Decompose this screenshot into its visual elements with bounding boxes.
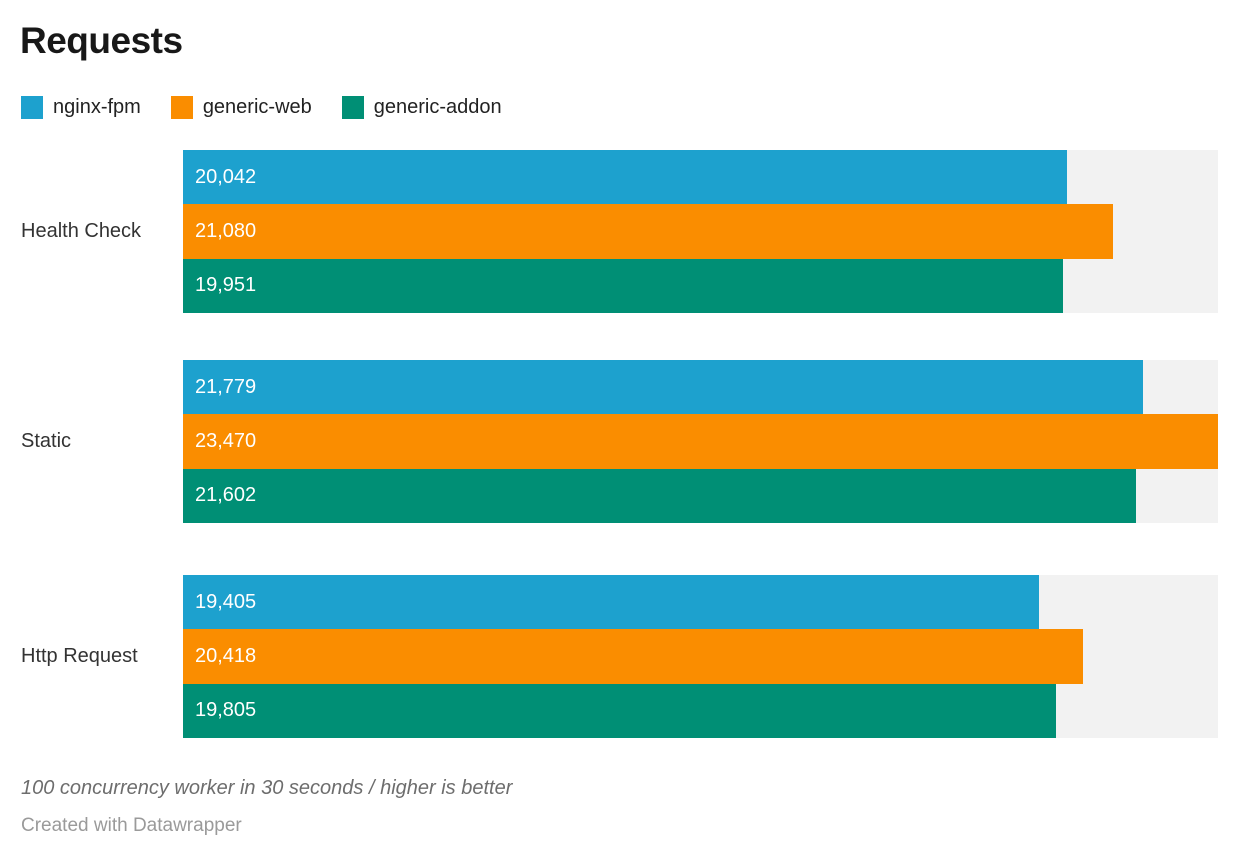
chart: Health Check 20,042 21,080 19,951 Static 21,7… [21, 150, 1218, 738]
bar-group: Static 21,779 23,470 21,602 [21, 359, 1218, 523]
bar-value-label: 19,951 [195, 274, 257, 297]
bar-generic-web: 21,080 [183, 204, 1113, 259]
bar-generic-web: 20,418 [183, 629, 1084, 684]
legend-label: generic-web [202, 96, 312, 118]
legend-item-generic-addon: generic-addon [341, 96, 502, 119]
bar-track: 20,042 21,080 19,951 [183, 150, 1218, 313]
legend-swatch-icon [170, 96, 193, 119]
bar-generic-addon: 19,951 [183, 258, 1063, 313]
bar-generic-addon: 19,805 [183, 683, 1057, 738]
bar-value-label: 21,080 [195, 219, 257, 242]
bar-track: 19,405 20,418 19,805 [183, 574, 1218, 738]
legend-swatch-icon [21, 96, 43, 119]
bar-generic-addon: 21,602 [183, 468, 1136, 523]
bar-value-label: 21,779 [195, 375, 257, 398]
bar-track: 21,779 23,470 21,602 [183, 359, 1218, 523]
bar-nginx-fpm: 19,405 [183, 574, 1039, 630]
legend-label: nginx-fpm [53, 96, 141, 118]
legend-item-generic-web: generic-web [170, 96, 312, 119]
category-label: Health Check [21, 219, 142, 242]
legend: nginx-fpm generic-web generic-addon [21, 96, 532, 119]
legend-label: generic-addon [373, 96, 502, 118]
bar-value-label: 19,805 [195, 699, 257, 722]
bar-value-label: 21,602 [195, 484, 257, 507]
bar-nginx-fpm: 20,042 [183, 150, 1067, 205]
bar-value-label: 20,042 [195, 165, 257, 188]
legend-item-nginx-fpm: nginx-fpm [21, 96, 141, 119]
chart-title: Requests [20, 20, 183, 61]
category-label: Static [21, 429, 72, 452]
bar-value-label: 23,470 [195, 429, 257, 452]
bar-generic-web: 23,470 [183, 414, 1218, 469]
bar-value-label: 19,405 [195, 590, 257, 613]
bar-group: Health Check 20,042 21,080 19,951 [21, 150, 1218, 313]
bar-nginx-fpm: 21,779 [183, 359, 1144, 415]
bar-group: Http Request 19,405 20,418 19,805 [21, 574, 1218, 738]
datawrapper-credit-link[interactable]: Created with Datawrapper [21, 815, 242, 836]
legend-swatch-icon [341, 96, 364, 119]
chart-note: 100 concurrency worker in 30 seconds / h… [21, 777, 513, 799]
category-label: Http Request [21, 644, 138, 667]
bar-value-label: 20,418 [195, 644, 257, 667]
